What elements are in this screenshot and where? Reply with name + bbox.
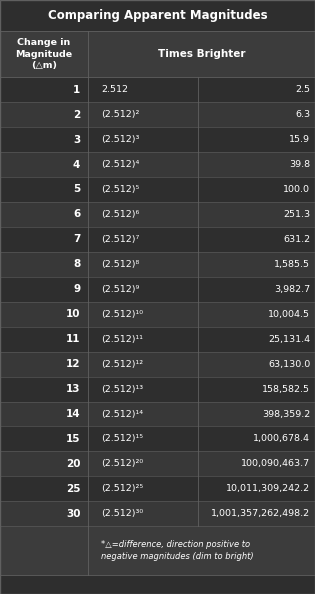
Text: 6: 6 bbox=[73, 210, 80, 219]
Text: 251.3: 251.3 bbox=[283, 210, 310, 219]
Bar bbox=[0, 77, 315, 102]
Bar bbox=[0, 152, 315, 177]
Text: 2: 2 bbox=[73, 110, 80, 119]
Bar bbox=[0, 31, 315, 77]
Bar bbox=[0, 352, 315, 377]
Text: (2.512)²: (2.512)² bbox=[101, 110, 139, 119]
Text: 631.2: 631.2 bbox=[283, 235, 310, 244]
Text: 1: 1 bbox=[73, 85, 80, 94]
Text: (2.512)²⁰: (2.512)²⁰ bbox=[101, 459, 143, 469]
Bar bbox=[0, 277, 315, 302]
Text: (2.512)³⁰: (2.512)³⁰ bbox=[101, 509, 143, 519]
Bar bbox=[0, 302, 315, 327]
Text: 20: 20 bbox=[66, 459, 80, 469]
Text: (2.512)²⁵: (2.512)²⁵ bbox=[101, 484, 143, 494]
Bar bbox=[0, 177, 315, 202]
Bar bbox=[0, 252, 315, 277]
Bar bbox=[0, 377, 315, 402]
Text: *△=difference, direction positive to
negative magnitudes (dim to bright): *△=difference, direction positive to neg… bbox=[101, 540, 254, 561]
Text: (2.512)⁹: (2.512)⁹ bbox=[101, 285, 139, 294]
Text: 1,001,357,262,498.2: 1,001,357,262,498.2 bbox=[211, 509, 310, 519]
Text: 398,359.2: 398,359.2 bbox=[262, 409, 310, 419]
Text: (2.512)¹²: (2.512)¹² bbox=[101, 359, 143, 369]
Bar bbox=[0, 426, 315, 451]
Text: 7: 7 bbox=[73, 235, 80, 244]
Text: (2.512)⁵: (2.512)⁵ bbox=[101, 185, 139, 194]
Text: 5: 5 bbox=[73, 185, 80, 194]
Text: 1,585.5: 1,585.5 bbox=[274, 260, 310, 269]
Text: 13: 13 bbox=[66, 384, 80, 394]
Bar bbox=[0, 202, 315, 227]
Text: 25,131.4: 25,131.4 bbox=[268, 334, 310, 344]
Text: (2.512)⁶: (2.512)⁶ bbox=[101, 210, 139, 219]
Bar bbox=[0, 476, 315, 501]
Text: 100.0: 100.0 bbox=[283, 185, 310, 194]
Text: 63,130.0: 63,130.0 bbox=[268, 359, 310, 369]
Text: Comparing Apparent Magnitudes: Comparing Apparent Magnitudes bbox=[48, 9, 267, 22]
Text: 10,004.5: 10,004.5 bbox=[268, 309, 310, 319]
Text: 3,982.7: 3,982.7 bbox=[274, 285, 310, 294]
Text: (2.512)¹¹: (2.512)¹¹ bbox=[101, 334, 143, 344]
Bar bbox=[0, 451, 315, 476]
Text: (2.512)¹⁵: (2.512)¹⁵ bbox=[101, 434, 143, 444]
Text: (2.512)⁴: (2.512)⁴ bbox=[101, 160, 139, 169]
Text: 10,011,309,242.2: 10,011,309,242.2 bbox=[226, 484, 310, 494]
Bar bbox=[0, 402, 315, 426]
Text: 1,000,678.4: 1,000,678.4 bbox=[253, 434, 310, 444]
Bar bbox=[0, 0, 315, 31]
Text: 11: 11 bbox=[66, 334, 80, 344]
Text: 2.512: 2.512 bbox=[101, 85, 128, 94]
Text: 158,582.5: 158,582.5 bbox=[262, 384, 310, 394]
Bar bbox=[0, 127, 315, 152]
Text: 8: 8 bbox=[73, 260, 80, 269]
Text: (2.512)⁸: (2.512)⁸ bbox=[101, 260, 139, 269]
Text: 25: 25 bbox=[66, 484, 80, 494]
Bar bbox=[0, 102, 315, 127]
Bar bbox=[0, 327, 315, 352]
Text: 4: 4 bbox=[73, 160, 80, 169]
Bar bbox=[0, 227, 315, 252]
Text: 3: 3 bbox=[73, 135, 80, 144]
Text: 2.5: 2.5 bbox=[295, 85, 310, 94]
Text: (2.512)⁷: (2.512)⁷ bbox=[101, 235, 139, 244]
Bar bbox=[0, 501, 315, 526]
Text: (2.512)¹⁴: (2.512)¹⁴ bbox=[101, 409, 143, 419]
Text: 10: 10 bbox=[66, 309, 80, 319]
Text: (2.512)³: (2.512)³ bbox=[101, 135, 139, 144]
Text: 9: 9 bbox=[73, 285, 80, 294]
Text: 15: 15 bbox=[66, 434, 80, 444]
Text: 100,090,463.7: 100,090,463.7 bbox=[241, 459, 310, 469]
Bar bbox=[0, 526, 315, 575]
Text: 6.3: 6.3 bbox=[295, 110, 310, 119]
Text: 30: 30 bbox=[66, 509, 80, 519]
Text: Times Brighter: Times Brighter bbox=[158, 49, 245, 59]
Text: (2.512)¹³: (2.512)¹³ bbox=[101, 384, 143, 394]
Text: Change in
Magnitude
(△m): Change in Magnitude (△m) bbox=[15, 38, 73, 70]
Text: 12: 12 bbox=[66, 359, 80, 369]
Text: 15.9: 15.9 bbox=[289, 135, 310, 144]
Text: (2.512)¹⁰: (2.512)¹⁰ bbox=[101, 309, 143, 319]
Text: 39.8: 39.8 bbox=[289, 160, 310, 169]
Text: 14: 14 bbox=[66, 409, 80, 419]
